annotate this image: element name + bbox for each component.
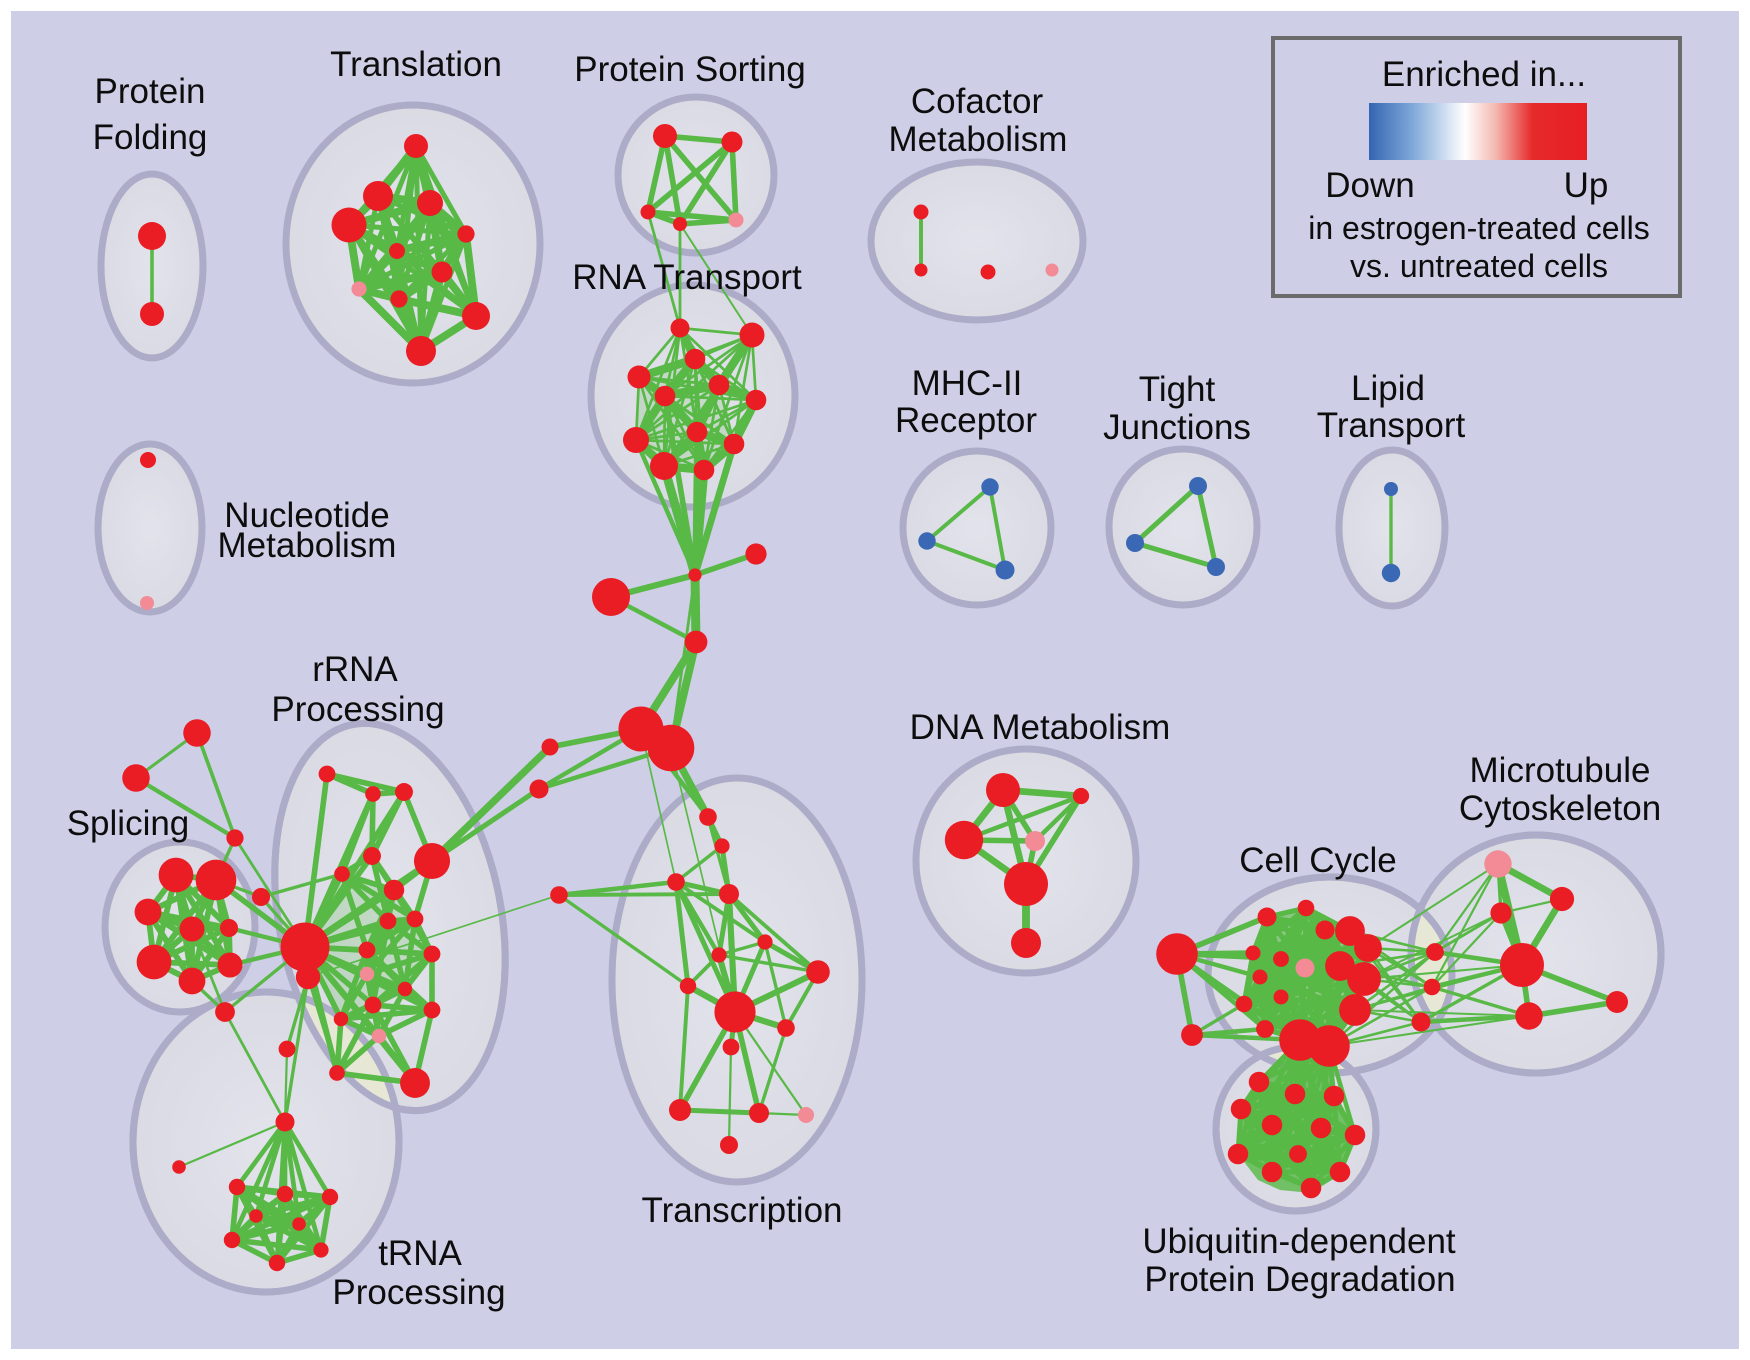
svg-text:Processing: Processing (271, 690, 444, 729)
svg-text:Microtubule: Microtubule (1470, 751, 1651, 790)
svg-text:Metabolism: Metabolism (889, 120, 1068, 159)
svg-text:Processing: Processing (332, 1273, 505, 1312)
svg-text:Down: Down (1325, 166, 1414, 205)
svg-text:Lipid: Lipid (1351, 369, 1425, 408)
svg-text:RNA Transport: RNA Transport (572, 258, 802, 297)
svg-text:MHC-II: MHC-II (912, 364, 1023, 403)
svg-text:Cytoskeleton: Cytoskeleton (1459, 789, 1661, 828)
svg-text:DNA Metabolism: DNA Metabolism (910, 708, 1171, 747)
svg-text:Transport: Transport (1317, 406, 1466, 445)
svg-text:Translation: Translation (330, 45, 502, 84)
svg-text:Enriched in...: Enriched in... (1382, 55, 1586, 94)
svg-text:Protein: Protein (95, 72, 206, 111)
svg-text:Ubiquitin-dependent: Ubiquitin-dependent (1142, 1222, 1456, 1261)
svg-text:Folding: Folding (93, 118, 208, 157)
svg-text:Tight: Tight (1139, 370, 1216, 409)
svg-text:Transcription: Transcription (642, 1191, 843, 1230)
svg-text:Splicing: Splicing (67, 804, 190, 843)
svg-text:Metabolism: Metabolism (218, 526, 397, 565)
svg-text:Nucleotide: Nucleotide (224, 496, 389, 535)
svg-text:tRNA: tRNA (378, 1234, 462, 1273)
svg-text:Up: Up (1564, 166, 1609, 205)
svg-text:Protein Sorting: Protein Sorting (574, 50, 806, 89)
svg-text:in estrogen-treated cells: in estrogen-treated cells (1308, 210, 1650, 246)
svg-text:Protein Degradation: Protein Degradation (1144, 1260, 1455, 1299)
svg-text:vs. untreated cells: vs. untreated cells (1350, 248, 1608, 284)
svg-text:rRNA: rRNA (312, 650, 398, 689)
svg-text:Cell Cycle: Cell Cycle (1239, 841, 1397, 880)
svg-text:Receptor: Receptor (895, 401, 1037, 440)
svg-text:Junctions: Junctions (1103, 408, 1251, 447)
svg-text:Cofactor: Cofactor (911, 82, 1044, 121)
